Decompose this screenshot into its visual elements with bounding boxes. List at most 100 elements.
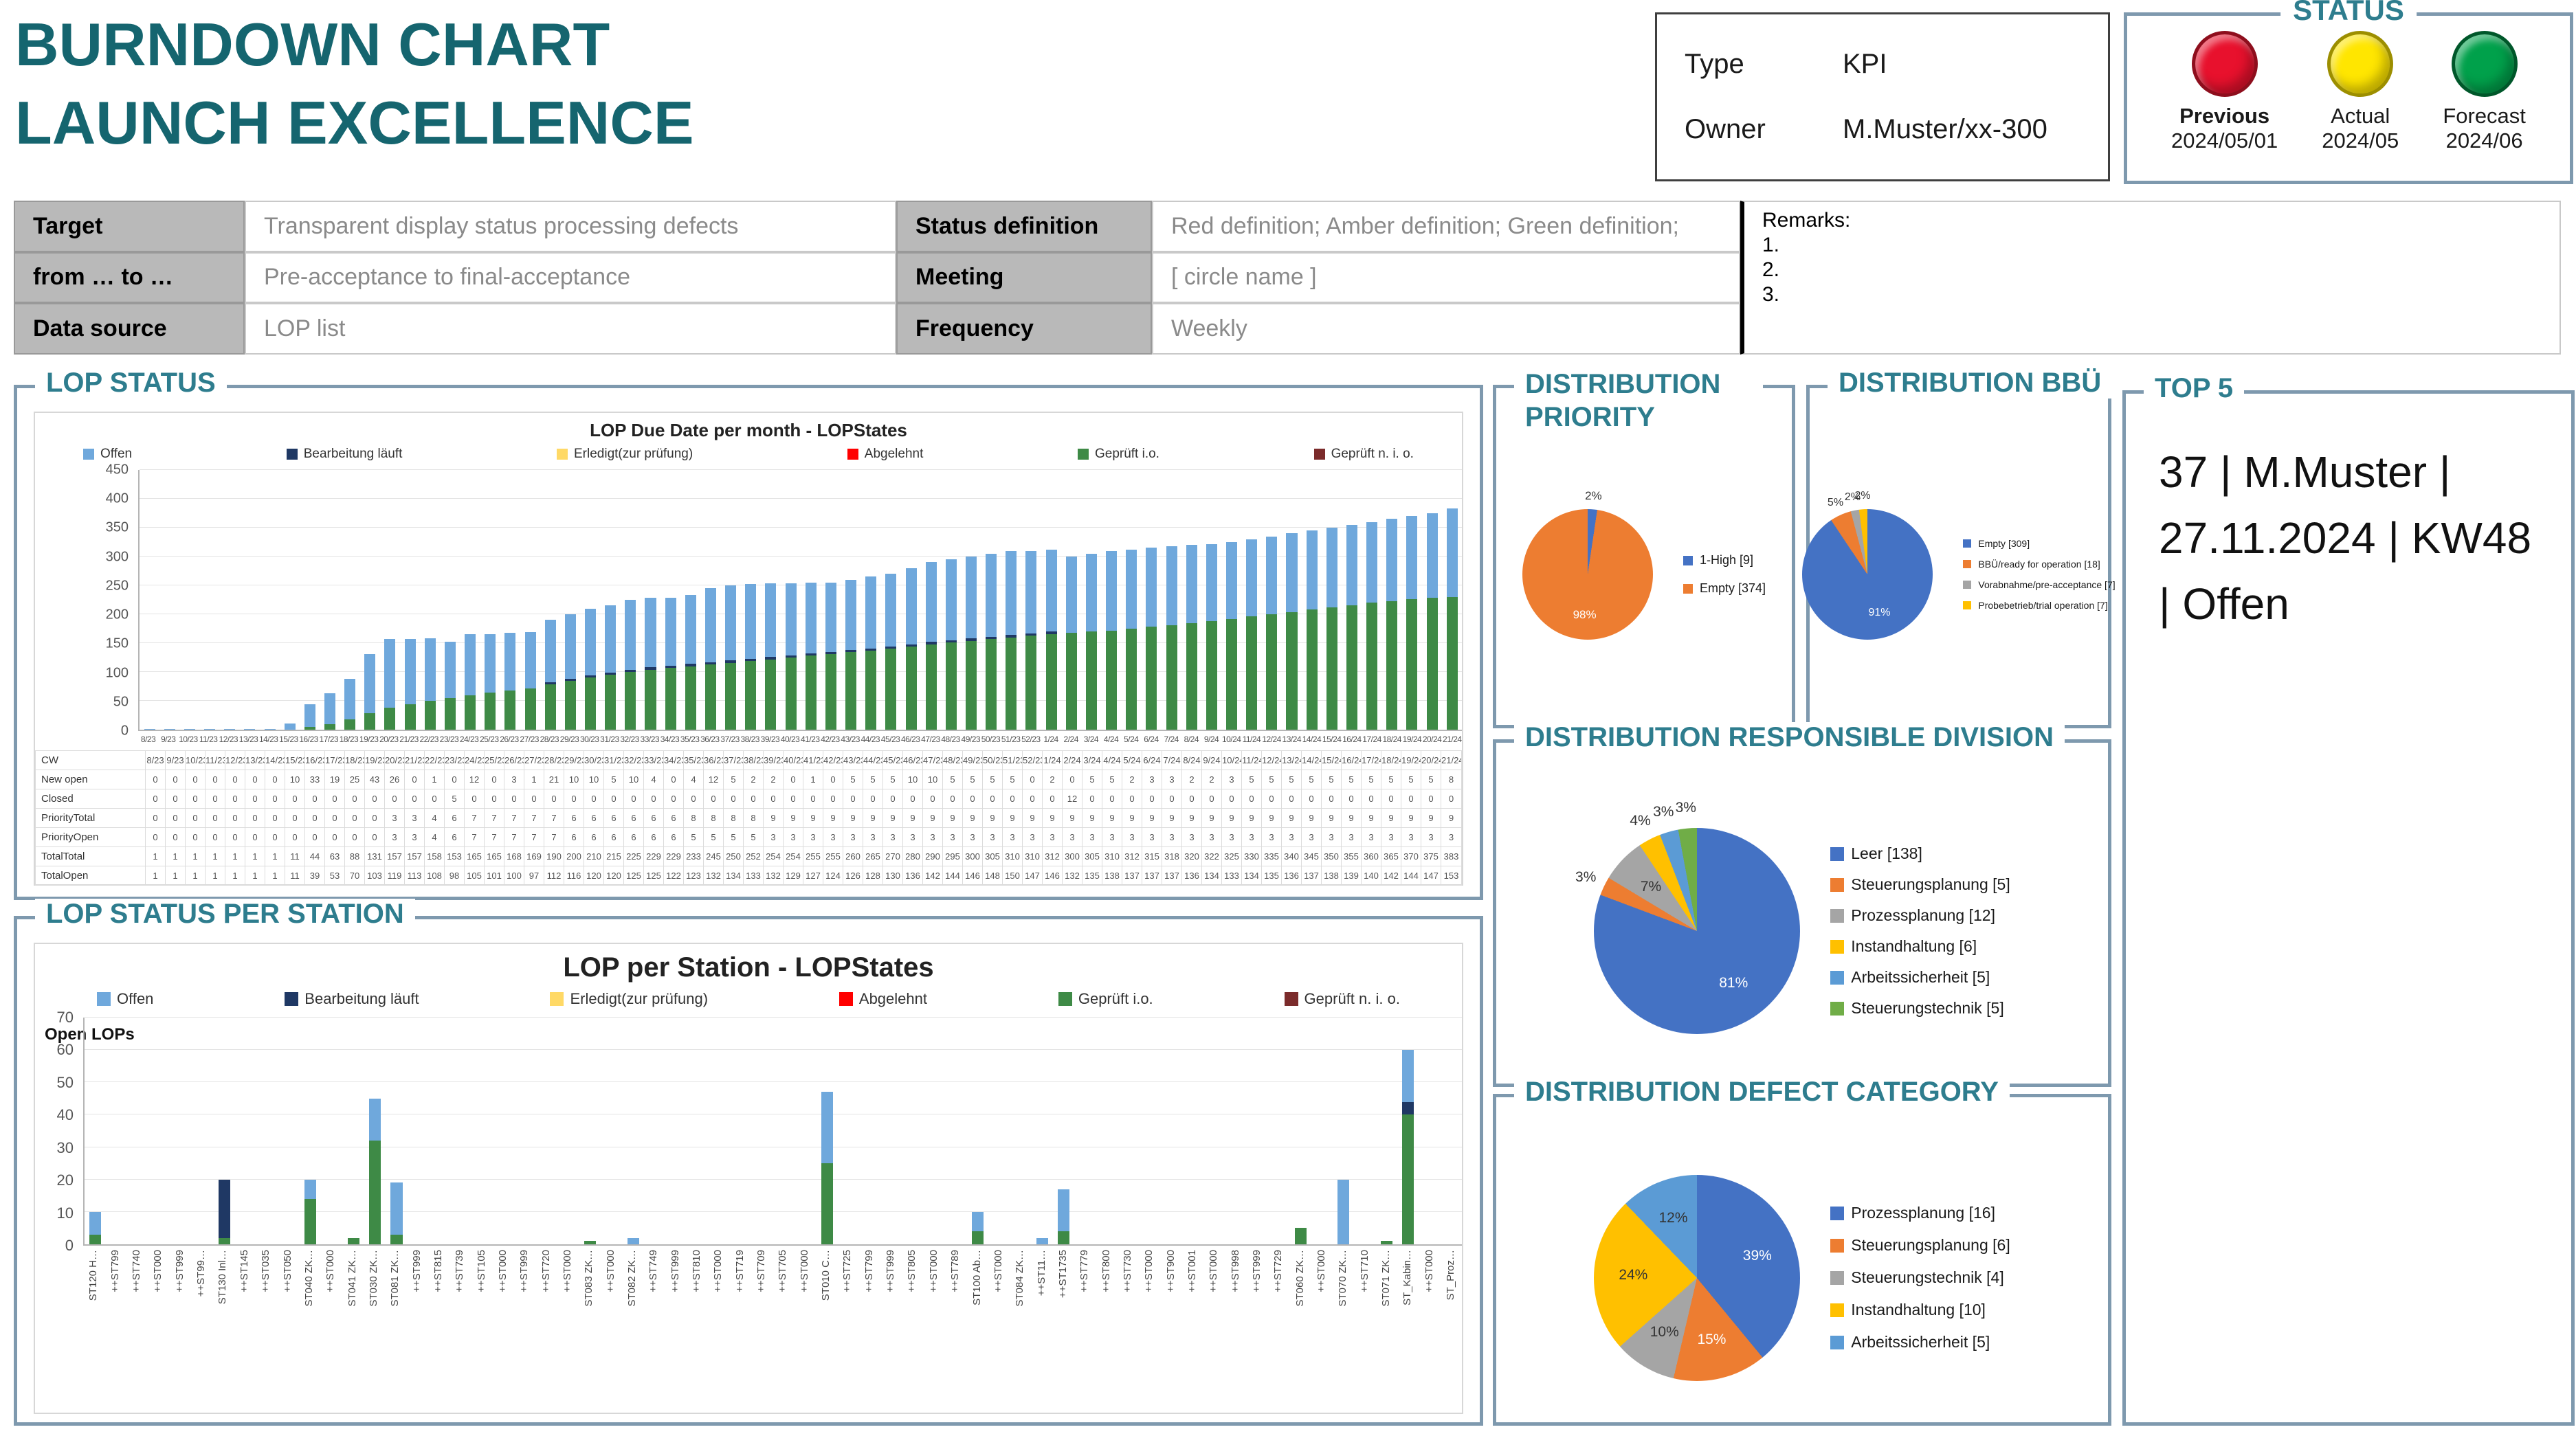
- x-tick-text: ++ST105: [475, 1250, 487, 1292]
- bar-column: [360, 470, 380, 730]
- bar-segment: [725, 585, 737, 661]
- table-cell: 168: [504, 846, 524, 866]
- y-tick-label: 70: [56, 1009, 74, 1026]
- x-tick-label: ++ST000: [1139, 1246, 1160, 1368]
- y-tick-label: 0: [65, 1237, 74, 1254]
- table-cell: 98: [444, 866, 465, 886]
- x-tick-label: 17/23: [319, 731, 339, 748]
- bar-segment: [1036, 1237, 1049, 1244]
- table-cell: 6: [584, 827, 604, 847]
- table-cell: 5: [1281, 770, 1302, 789]
- table-cell: 27/23: [524, 750, 544, 770]
- legend-swatch: [1830, 877, 1845, 892]
- bar-column: [440, 470, 460, 730]
- table-cell: 19/24: [1401, 750, 1421, 770]
- table-cell: 12/23: [225, 750, 245, 770]
- bar-column: [861, 470, 881, 730]
- table-cell: 3: [1441, 827, 1462, 847]
- table-cell: 9: [1341, 808, 1362, 828]
- bar-column: [1122, 470, 1142, 730]
- bar-segment: [645, 669, 656, 730]
- legend-item: Prozessplanung [16]: [1830, 1204, 2010, 1222]
- table-cell: 0: [564, 789, 584, 809]
- legend-item: Geprüft n. i. o.: [1313, 447, 1414, 462]
- bar-column: [278, 1018, 300, 1244]
- table-cell: 280: [902, 846, 923, 866]
- x-tick-text: 25/23: [480, 734, 499, 744]
- section-distribution-responsible-division: DISTRIBUTION RESPONSIBLE DIVISION 81% 3% 7…: [1493, 722, 2111, 1087]
- table-cell: 3: [1042, 827, 1063, 847]
- bar-column: [881, 470, 901, 730]
- bar-segment: [685, 666, 696, 730]
- table-cell: 9: [1421, 808, 1441, 828]
- x-tick-text: 14/23: [258, 734, 278, 744]
- table-cell: 6: [444, 808, 465, 828]
- table-cell: 16/24: [1341, 750, 1362, 770]
- bar-segment: [1366, 521, 1378, 603]
- table-cell: 305: [1082, 846, 1102, 866]
- table-cell: 0: [723, 789, 744, 809]
- bar-column: [220, 470, 240, 730]
- x-tick-label: ++ST999: [169, 1246, 190, 1368]
- bar-column: [400, 470, 420, 730]
- table-cell: 133: [1221, 866, 1242, 886]
- bar-segment: [1402, 1114, 1414, 1244]
- table-cell: 0: [863, 789, 883, 809]
- bar-column: [623, 1018, 644, 1244]
- table-cell: 383: [1441, 846, 1462, 866]
- x-tick-text: 33/23: [640, 734, 660, 744]
- table-cell: 3: [1221, 770, 1242, 789]
- bar-column: [1402, 470, 1422, 730]
- table-cell: 7: [484, 827, 504, 847]
- table-cell: 9: [1301, 808, 1322, 828]
- type-row: Type KPI: [1657, 49, 2108, 80]
- bar-segment: [564, 681, 576, 730]
- table-cell: 53: [324, 866, 345, 886]
- x-tick-label: 15/23: [278, 731, 298, 748]
- table-cell: 0: [225, 770, 245, 789]
- x-tick-text: 35/23: [680, 734, 700, 744]
- table-cell: 1: [165, 846, 186, 866]
- table-cell: 0: [1002, 789, 1023, 809]
- bar-column: [1001, 470, 1021, 730]
- x-tick-label: ST041 ZK…: [342, 1246, 363, 1368]
- table-cell: 134: [1201, 866, 1222, 886]
- x-tick-label: 10/24: [1221, 731, 1241, 748]
- bar-segment: [845, 650, 857, 653]
- bar-column: [1181, 470, 1201, 730]
- legend-item: 1-High [9]: [1683, 553, 1766, 568]
- pie-percent-label: 98%: [1573, 607, 1597, 621]
- legend-label: Vorabnahme/pre-acceptance [7]: [1978, 579, 2116, 590]
- bar-column: [1354, 1018, 1375, 1244]
- bar-segment: [384, 639, 396, 708]
- x-tick-label: ++ST739: [449, 1246, 471, 1368]
- table-cell: 0: [1162, 789, 1182, 809]
- bar-segment: [821, 1092, 833, 1164]
- x-tick-label: ++ST999: [514, 1246, 535, 1368]
- x-tick-text: 12/23: [219, 734, 238, 744]
- table-cell: 345: [1301, 846, 1322, 866]
- section-title-distribution-priority: DISTRIBUTION PRIORITY: [1514, 368, 1763, 434]
- table-cell: 17/23: [324, 750, 345, 770]
- bar-column: [300, 1018, 321, 1244]
- x-tick-label: 50/23: [981, 731, 1001, 748]
- plot-row: 0 50 100 150 200 250 300 350 400 450: [35, 462, 1462, 739]
- pie-legend: Leer [138] Steuerungsplanung [5] Prozesspl…: [1830, 844, 2010, 1018]
- bar-column: [761, 470, 781, 730]
- legend-item: BBÜ/ready for operation [18]: [1963, 559, 2115, 570]
- x-tick-label: ++ST001: [1182, 1246, 1203, 1368]
- x-tick-text: 1/24: [1043, 734, 1058, 744]
- x-tick-label: ++ST145: [234, 1246, 255, 1368]
- table-cell: 1: [245, 846, 265, 866]
- bar-segment: [1386, 601, 1398, 730]
- bar-segment: [1386, 519, 1398, 601]
- table-cell: 36/23: [703, 750, 724, 770]
- x-tick-label: 21/24: [1442, 731, 1462, 748]
- table-cell: 30/23: [584, 750, 604, 770]
- bar-segment: [785, 658, 797, 730]
- legend-swatch: [550, 992, 564, 1006]
- table-cell: 322: [1201, 846, 1222, 866]
- bar-segment: [965, 640, 977, 730]
- table-row: PriorityOpen 0 0 0 0 0 0 0 0 0 0 0 0 3 3 4 6 7 7 7 7 7 6 6 6 6 6 6 5…: [35, 827, 1462, 847]
- table-cell: 5: [743, 827, 764, 847]
